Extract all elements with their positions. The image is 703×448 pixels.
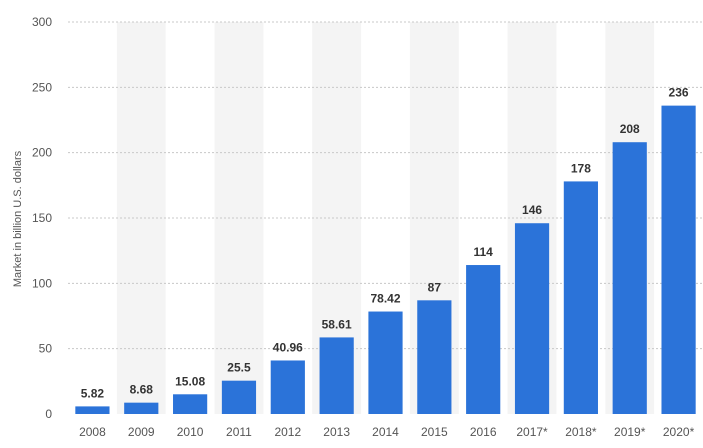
y-axis-label: Market in billion U.S. dollars [12, 150, 24, 287]
y-tick-label: 250 [32, 80, 52, 94]
x-tick-label: 2015 [421, 425, 448, 439]
x-tick-label: 2016 [470, 425, 497, 439]
data-label: 58.61 [322, 317, 352, 331]
x-tick-label: 2020* [663, 425, 695, 439]
data-label: 87 [428, 280, 442, 294]
x-axis-ticks: 2008 2009 2010 2011 2012 2013 2014 2015 2016 2017… [79, 425, 695, 439]
data-label: 114 [474, 245, 494, 259]
x-tick-label: 2008 [79, 425, 106, 439]
data-label: 40.96 [273, 340, 303, 354]
data-label: 15.08 [175, 374, 205, 388]
y-tick-label: 50 [39, 342, 53, 356]
data-labels: 5.82 8.68 15.08 25.5 40.96 58.61 78.42 87 114 146… [81, 86, 689, 401]
x-tick-label: 2009 [128, 425, 155, 439]
data-label: 178 [571, 161, 591, 175]
bars [75, 105, 696, 415]
bar [270, 360, 305, 414]
data-label: 8.68 [130, 383, 154, 397]
bar [173, 394, 208, 414]
bar [466, 265, 501, 414]
data-label: 236 [669, 86, 689, 100]
x-tick-label: 2011 [226, 425, 252, 439]
data-label: 78.42 [370, 292, 400, 306]
bar [221, 380, 257, 414]
y-tick-label: 150 [32, 211, 52, 225]
x-tick-label: 2017* [516, 425, 548, 439]
x-tick-label: 2012 [274, 425, 301, 439]
data-label: 146 [522, 203, 542, 217]
data-label: 208 [620, 122, 640, 136]
bar [124, 402, 159, 414]
bar [75, 406, 110, 414]
y-tick-label: 300 [32, 15, 52, 29]
x-tick-label: 2010 [177, 425, 204, 439]
x-tick-label: 2014 [372, 425, 399, 439]
bar [368, 311, 403, 414]
y-tick-label: 200 [32, 146, 52, 160]
background-band [214, 22, 264, 414]
bar [417, 300, 452, 414]
x-tick-label: 2013 [323, 425, 350, 439]
x-tick-label: 2018* [565, 425, 597, 439]
y-tick-label: 100 [32, 276, 52, 290]
bar [319, 337, 354, 414]
bar [612, 142, 647, 415]
bar [514, 223, 550, 414]
data-label: 25.5 [227, 361, 251, 375]
data-label: 5.82 [81, 386, 105, 400]
bar [563, 181, 598, 414]
x-tick-label: 2019* [614, 425, 646, 439]
y-axis-ticks: 0 50 100 150 200 250 300 [32, 15, 52, 421]
gridlines [68, 21, 703, 350]
bar [661, 105, 696, 415]
y-tick-label: 0 [45, 407, 52, 421]
